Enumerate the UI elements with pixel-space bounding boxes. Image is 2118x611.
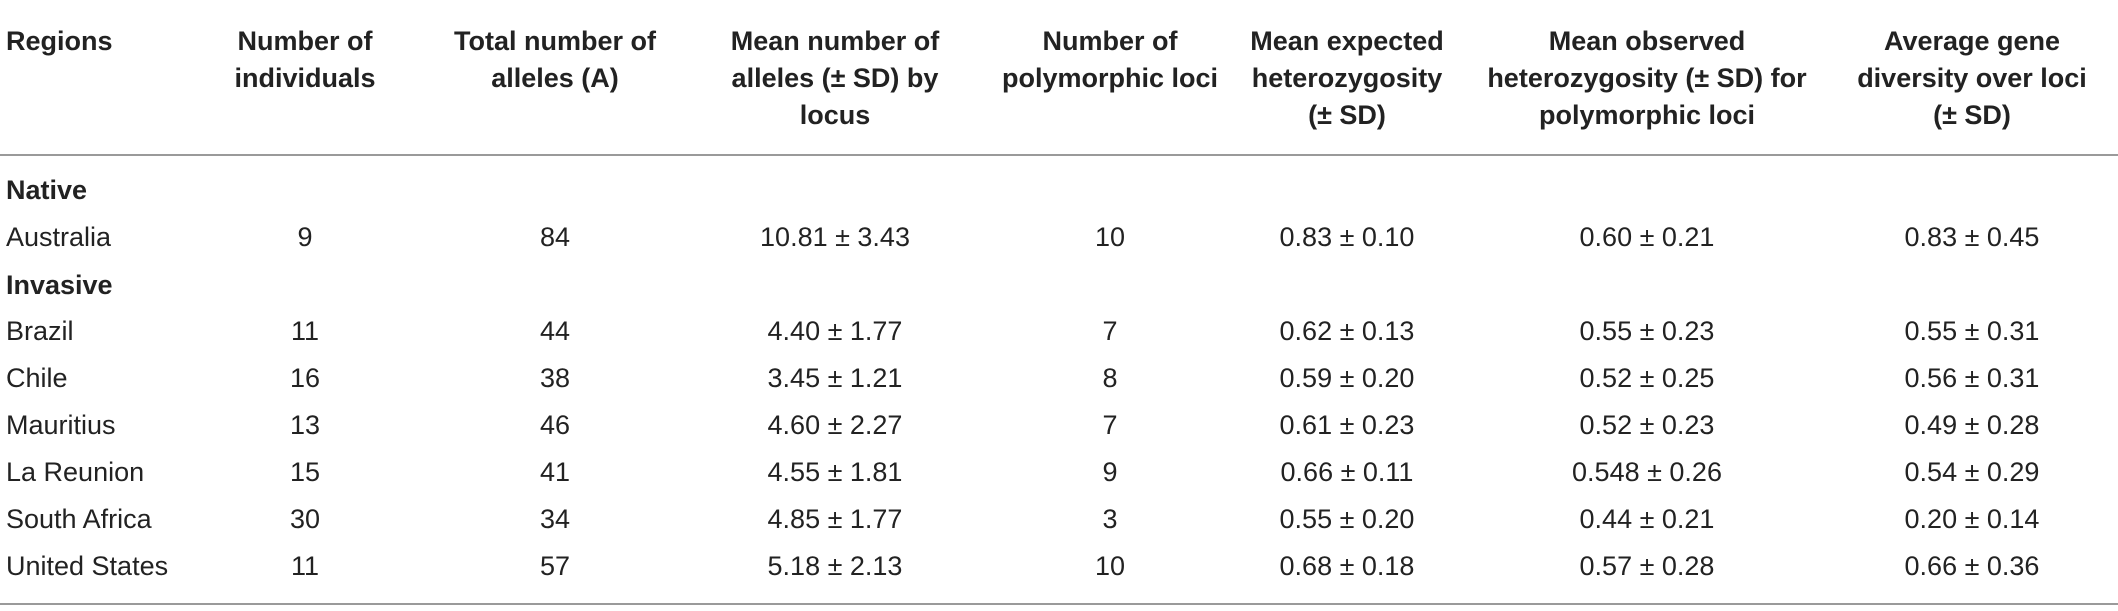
cell-individuals: 11 xyxy=(290,551,320,581)
cell-individuals: 16 xyxy=(289,363,321,393)
cell-polymorphic-loci: 7 xyxy=(1102,410,1118,440)
header-line: Number of xyxy=(237,26,373,56)
header-total-alleles: Total number of alleles (A) xyxy=(425,23,685,97)
header-line: (± SD) xyxy=(1933,100,2011,130)
cell-mean-alleles: 5.18 ± 2.13 xyxy=(767,551,903,581)
cell-individuals: 9 xyxy=(297,222,313,252)
cell-polymorphic-loci: 8 xyxy=(1102,363,1118,393)
cell-expected-het: 0.68 ± 0.18 xyxy=(1279,551,1415,581)
cell-gene-diversity: 0.49 ± 0.28 xyxy=(1904,410,2040,440)
cell-region: Mauritius xyxy=(6,410,116,440)
cell-total-alleles: 46 xyxy=(539,410,571,440)
header-line: individuals xyxy=(234,63,376,93)
cell-total-alleles: 57 xyxy=(539,551,571,581)
header-polymorphic-loci: Number of polymorphic loci xyxy=(1000,23,1220,97)
header-line: alleles (A) xyxy=(491,63,619,93)
cell-individuals: 30 xyxy=(289,504,321,534)
cell-observed-het: 0.57 ± 0.28 xyxy=(1579,551,1715,581)
header-line: Average gene xyxy=(1883,26,2061,56)
header-gene-diversity: Average gene diversity over loci (± SD) xyxy=(1832,23,2112,134)
cell-mean-alleles: 10.81 ± 3.43 xyxy=(760,222,910,252)
cell-mean-alleles: 4.60 ± 2.27 xyxy=(767,410,903,440)
cell-polymorphic-loci: 10 xyxy=(1094,222,1126,252)
cell-expected-het: 0.55 ± 0.20 xyxy=(1279,504,1415,534)
cell-mean-alleles: 4.40 ± 1.77 xyxy=(767,316,903,346)
cell-observed-het: 0.55 ± 0.23 xyxy=(1579,316,1715,346)
header-number-of-individuals: Number of individuals xyxy=(200,23,410,97)
cell-gene-diversity: 0.83 ± 0.45 xyxy=(1904,222,2040,252)
header-line: Number of xyxy=(1042,26,1178,56)
header-rule xyxy=(0,154,2118,156)
header-line: alleles (± SD) by xyxy=(731,63,939,93)
cell-region: Chile xyxy=(6,363,68,393)
bottom-rule xyxy=(0,603,2118,605)
cell-mean-alleles: 4.55 ± 1.81 xyxy=(767,457,903,487)
cell-total-alleles: 38 xyxy=(539,363,571,393)
cell-total-alleles: 34 xyxy=(539,504,571,534)
header-regions: Regions xyxy=(6,23,166,60)
cell-gene-diversity: 0.66 ± 0.36 xyxy=(1904,551,2040,581)
cell-polymorphic-loci: 3 xyxy=(1102,504,1118,534)
cell-total-alleles: 44 xyxy=(539,316,571,346)
header-line: Mean expected xyxy=(1250,26,1444,56)
header-line: polymorphic loci xyxy=(1001,63,1219,93)
cell-individuals: 13 xyxy=(289,410,321,440)
header-mean-alleles: Mean number of alleles (± SD) by locus xyxy=(690,23,980,134)
group-label-invasive: Invasive xyxy=(6,270,113,300)
cell-polymorphic-loci: 7 xyxy=(1102,316,1118,346)
cell-observed-het: 0.548 ± 0.26 xyxy=(1572,457,1722,487)
cell-region: Australia xyxy=(6,222,112,252)
header-regions-label: Regions xyxy=(6,26,113,56)
header-line: locus xyxy=(799,100,871,130)
header-observed-heterozygosity: Mean observed heterozygosity (± SD) for … xyxy=(1474,23,1820,134)
header-line: Mean number of xyxy=(730,26,940,56)
cell-observed-het: 0.52 ± 0.25 xyxy=(1579,363,1715,393)
cell-mean-alleles: 4.85 ± 1.77 xyxy=(767,504,903,534)
header-line: diversity over loci xyxy=(1857,63,2087,93)
cell-region: United States xyxy=(6,551,169,581)
cell-region: South Africa xyxy=(6,504,152,534)
cell-gene-diversity: 0.56 ± 0.31 xyxy=(1904,363,2040,393)
cell-observed-het: 0.60 ± 0.21 xyxy=(1579,222,1715,252)
cell-total-alleles: 84 xyxy=(539,222,571,252)
cell-expected-het: 0.66 ± 0.11 xyxy=(1280,457,1414,487)
cell-gene-diversity: 0.54 ± 0.29 xyxy=(1904,457,2040,487)
cell-total-alleles: 41 xyxy=(539,457,571,487)
cell-observed-het: 0.44 ± 0.21 xyxy=(1579,504,1715,534)
cell-observed-het: 0.52 ± 0.23 xyxy=(1579,410,1715,440)
header-line: Total number of xyxy=(454,26,656,56)
cell-region: Brazil xyxy=(6,316,74,346)
cell-polymorphic-loci: 10 xyxy=(1094,551,1126,581)
cell-expected-het: 0.59 ± 0.20 xyxy=(1279,363,1415,393)
cell-individuals: 15 xyxy=(289,457,321,487)
header-line: heterozygosity xyxy=(1251,63,1443,93)
cell-expected-het: 0.83 ± 0.10 xyxy=(1279,222,1415,252)
header-line: (± SD) xyxy=(1308,100,1386,130)
cell-expected-het: 0.62 ± 0.13 xyxy=(1279,316,1415,346)
cell-individuals: 11 xyxy=(290,316,320,346)
cell-polymorphic-loci: 9 xyxy=(1102,457,1118,487)
cell-region: La Reunion xyxy=(6,457,145,487)
cell-expected-het: 0.61 ± 0.23 xyxy=(1279,410,1415,440)
cell-gene-diversity: 0.20 ± 0.14 xyxy=(1904,504,2040,534)
cell-mean-alleles: 3.45 ± 1.21 xyxy=(767,363,903,393)
header-line: Mean observed xyxy=(1548,26,1746,56)
group-label-native: Native xyxy=(6,175,88,205)
header-line: heterozygosity (± SD) for xyxy=(1487,63,1807,93)
cell-gene-diversity: 0.55 ± 0.31 xyxy=(1904,316,2040,346)
header-line: polymorphic loci xyxy=(1538,100,1756,130)
header-expected-heterozygosity: Mean expected heterozygosity (± SD) xyxy=(1222,23,1472,134)
